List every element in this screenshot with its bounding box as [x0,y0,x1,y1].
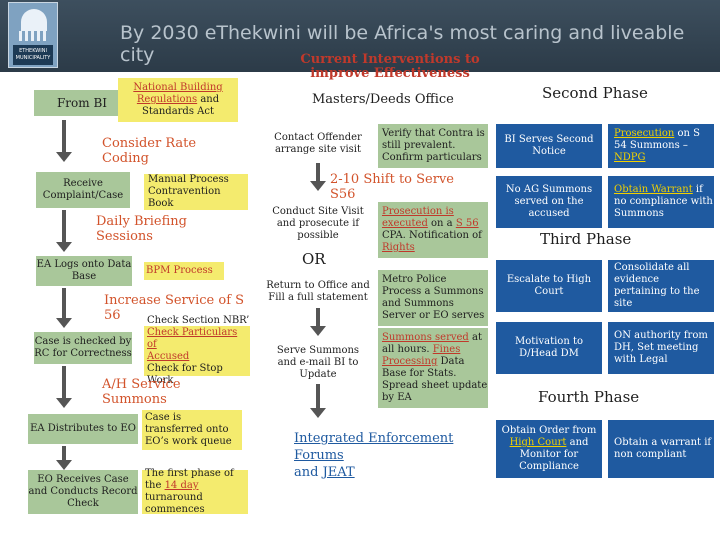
contact-offender: Contact Offender arrange site visit [274,132,362,155]
first-phase-box: The first phase of the 14 day turnaround… [142,468,248,515]
bpm-process-box: BPM Process [144,262,224,280]
second-phase-heading: Second Phase [542,84,648,102]
shift-serve-s56: 2-10 Shift to Serve S56 [330,172,454,202]
consolidate-box: Consolidate all evidence pertaining to t… [608,260,714,312]
increase-service-s56: Increase Service of S 56 [104,293,245,323]
summons-served-box: Summons served at all hours. Fines Proce… [378,328,488,408]
arrow-down [310,242,326,272]
from-bi-box: From BI [34,90,130,116]
no-ag-summons-box: No AG Summons served on the accused [496,176,602,228]
masters-deeds-heading: Masters/Deeds Office [312,92,454,107]
conduct-site-visit: Conduct Site Visit and prosecute if poss… [272,206,364,241]
arrow-down [310,308,326,338]
arrow-down [56,288,72,330]
serve-summons: Serve Summons and e-mail BI to Update [276,345,360,380]
verify-contra-box: Verify that Contra is still prevalent. C… [378,124,488,168]
obtain-order-box: Obtain Order from High Court and Monitor… [496,420,602,478]
integrated-enforcement: Integrated Enforcement Forums and JEAT [294,431,454,480]
or-label: OR [302,250,326,268]
metro-police-box: Metro Police Process a Summons and Summo… [378,270,488,326]
obtain-warrant-box: Obtain Warrant if no compliance with Sum… [608,176,714,228]
bi-serves-box: BI Serves Second Notice [496,124,602,168]
case-transferred-box: Case is transferred onto EO’s work queue [142,410,242,450]
check-section-box: Check Section NBR’ Check Particulars of Ac… [144,315,250,386]
arrow-down [56,446,72,472]
nbr-box: National Building Regulations and Standa… [118,78,238,122]
eo-receives-box: EO Receives Case and Conducts Record Che… [28,470,138,514]
arrow-down [56,120,72,164]
receive-complaint-box: Receive Complaint/Case [36,172,130,208]
ethekwini-logo-icon: ETHEKWINI MUNICIPALITY [8,2,58,68]
motivation-box: Motivation to D/Head DM [496,322,602,374]
consider-rate-coding: Consider Rate Coding [102,136,197,166]
case-checked-box: Case is checked by RC for Correctness [34,332,132,364]
return-to-office: Return to Office and Fill a full stateme… [266,280,370,303]
on-authority-box: ON authority from DH, Set meeting with L… [608,322,714,374]
manual-process-box: Manual Process Contravention Book [144,174,248,210]
header-banner: ETHEKWINI MUNICIPALITY By 2030 eThekwini… [0,0,720,72]
arrow-down [56,366,72,410]
arrow-down [310,163,326,193]
fourth-phase-heading: Fourth Phase [538,388,640,406]
daily-briefing-sessions: Daily Briefing Sessions [96,214,187,244]
prosecution-s54-box: Prosecution on S 54 Summons – NDPG [608,124,714,168]
ea-logs-box: EA Logs onto Data Base [36,256,132,286]
escalate-box: Escalate to High Court [496,260,602,312]
prosecution-box: Prosecution is executed on a S 56 CPA. N… [378,202,488,258]
ah-service-summons: A/H Service Summons [102,377,181,407]
header-title: By 2030 eThekwini will be Africa's most … [120,22,685,66]
ea-distributes-box: EA Distributes to EO [28,414,138,444]
arrow-down [310,384,326,420]
obtain-warrant-noncompliant-box: Obtain a warrant if non compliant [608,420,714,478]
arrow-down [56,210,72,254]
current-interventions-heading: Current Interventions to improve Effecti… [300,52,480,81]
third-phase-heading: Third Phase [540,230,632,248]
